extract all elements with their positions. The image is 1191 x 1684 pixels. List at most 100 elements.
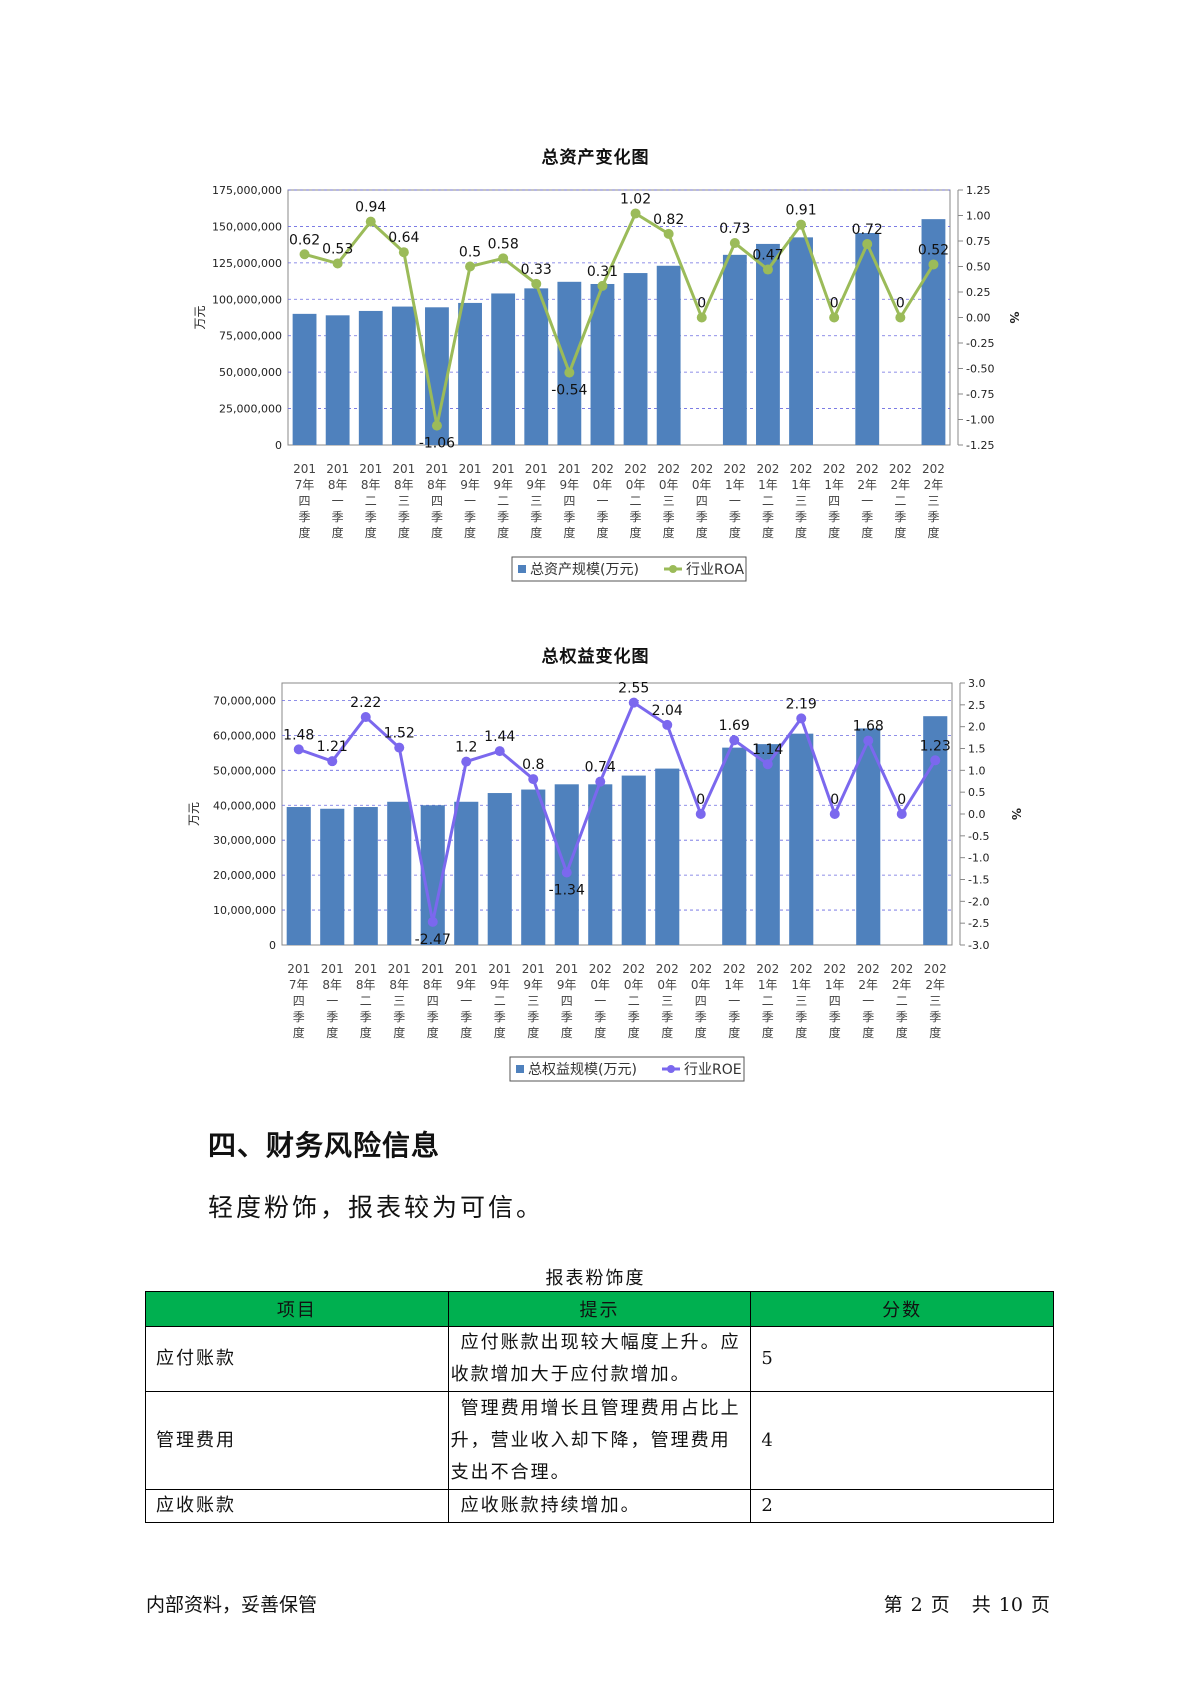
category-label: 8年 [356,978,376,992]
data-label: 0.53 [322,241,353,257]
category-label: 2年 [924,478,944,492]
category-label: 2年 [891,478,911,492]
category-label: 季 [861,510,873,524]
category-label: 二 [494,994,506,1008]
left-tick-label: 25,000,000 [219,403,282,416]
category-label: 202 [689,962,712,976]
risk-table: 项目 提示 分数 应付账款 应付账款出现较大幅度上升。应收款增加大于应付款增加。… [145,1291,1054,1523]
category-label: 季 [729,510,741,524]
category-label: 二 [628,994,640,1008]
data-label: 0 [697,296,706,312]
right-tick-label: 2.0 [968,721,986,734]
right-tick-label: -1.00 [966,414,994,427]
category-label: 8年 [328,478,348,492]
right-tick-label: 0.00 [966,312,991,325]
category-label: 季 [393,1010,405,1024]
data-label: 1.23 [920,738,951,754]
data-label: -2.47 [415,932,451,948]
bar [491,293,516,445]
category-label: 二 [360,994,372,1008]
line-point [595,776,606,787]
category-label: 度 [628,1025,640,1040]
line-point [299,249,310,260]
category-label: 度 [431,525,443,540]
category-label: 三 [795,994,807,1008]
category-label: 度 [393,1025,405,1040]
category-label: 9年 [460,478,480,492]
left-tick-label: 20,000,000 [213,869,276,882]
data-label: -1.06 [419,436,455,452]
line-series [304,211,935,426]
category-label: 季 [561,1010,573,1024]
category-label: 1年 [791,478,811,492]
category-label: 三 [663,494,675,508]
header-tip: 提示 [447,1291,752,1327]
category-label: 季 [464,510,476,524]
category-label: 季 [365,510,377,524]
category-label: 0年 [624,978,644,992]
assets-chart: 0 25,000,000 50,000,000 75,000,000 100,000,0… [193,184,1021,582]
line-point [564,367,575,378]
category-label: 季 [828,510,840,524]
category-label: 二 [762,994,774,1008]
bar [353,807,378,945]
line-point [862,239,873,250]
data-label: 0.31 [587,264,618,280]
category-label: 三 [398,494,410,508]
legend-line-marker [669,565,677,573]
category-label: 201 [459,462,482,476]
category-label: 度 [464,525,476,540]
data-label: 0.72 [852,222,883,238]
category-label: 一 [596,494,608,508]
legend-bar-label: 总权益规模(万元) [528,1062,637,1078]
category-label: 202 [622,962,645,976]
data-label: 2.19 [786,696,817,712]
bar [387,801,412,945]
line-point [896,809,907,819]
left-tick-label: 0 [275,439,282,452]
category-label: 季 [894,510,906,524]
category-label: 1年 [725,478,745,492]
row-tip: 管理费用增长且管理费用占比上升，营业收入却下降，管理费用支出不合理。 [447,1391,752,1490]
page-current: 2 [910,1594,923,1616]
category-label: 202 [790,962,813,976]
data-label: 1.48 [283,727,314,743]
category-label: 度 [861,525,873,540]
category-label: 二 [762,494,774,508]
category-label: 度 [596,525,608,540]
category-label: 201 [522,962,545,976]
footer-confidential: 内部资料，妥善保管 [146,1594,318,1616]
category-label: 季 [695,1010,707,1024]
category-label: 1年 [825,978,845,992]
bar [425,307,449,445]
category-label: 三 [530,494,542,508]
category-label: 二 [365,494,377,508]
category-label: 9年 [526,478,546,492]
row-score: 5 [750,1326,1054,1392]
right-tick-label: 2.5 [968,699,986,712]
category-label: 202 [857,962,880,976]
bar [621,775,646,945]
category-label: 202 [656,962,679,976]
bar [590,283,615,445]
category-label: 四 [431,494,443,508]
bar [923,716,948,945]
category-label: 四 [828,494,840,508]
category-label: 度 [398,525,410,540]
category-label: 季 [762,1010,774,1024]
category-label: 0年 [692,478,712,492]
page-total-prefix: 共 [971,1594,991,1616]
category-label: 季 [795,1010,807,1024]
data-label: 0.62 [289,232,320,248]
category-label: 季 [896,1010,908,1024]
category-label: 9年 [493,478,513,492]
bar [487,793,512,945]
category-label: 0年 [659,478,679,492]
category-label: 度 [530,525,542,540]
category-label: 季 [299,510,311,524]
data-label: 1.2 [455,740,477,756]
category-label: 202 [591,462,614,476]
category-label: 202 [823,462,846,476]
category-label: 9年 [456,978,476,992]
